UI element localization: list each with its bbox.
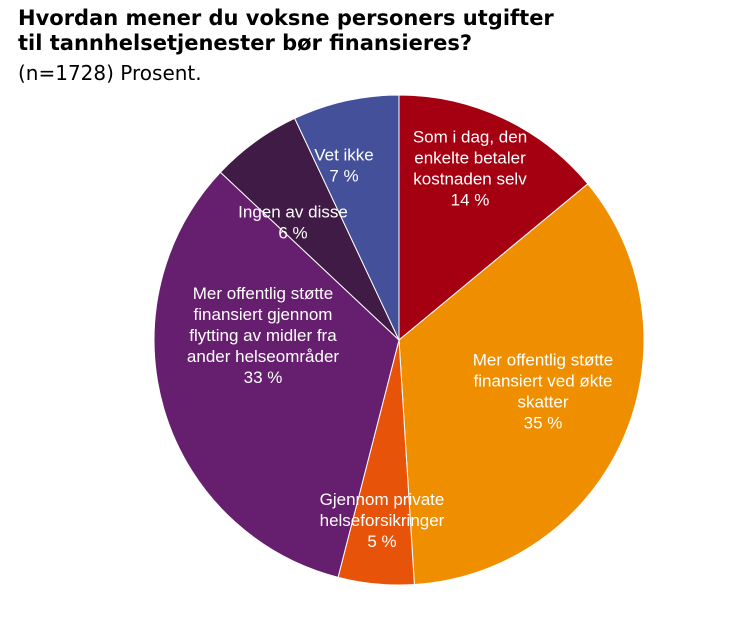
- pie-slice-label-6: Vet ikke 7 %: [314, 146, 374, 186]
- pie-slice-label-2: Mer offentlig støtte finansiert ved økte s…: [473, 351, 613, 433]
- pie-slice-category-label: kostnaden selv: [413, 170, 527, 189]
- pie-slice-category-label: finansiert ved økte: [474, 372, 613, 391]
- pie-slice-category-label: enkelte betaler: [414, 149, 526, 168]
- pie-slice-label-4: Mer offentlig støtte finansiert gjennom fl…: [187, 284, 339, 387]
- pie-slice-1: [398, 94, 589, 342]
- pie-slice-category-label: Som i dag, den: [413, 128, 527, 147]
- pie-slice-category-label: Vet ikke: [314, 146, 374, 165]
- pie-slice-category-label: Mer offentlig støtte: [473, 351, 613, 370]
- pie-slice-category-label: Mer offentlig støtte: [193, 284, 333, 303]
- pie-slice-category-label: Gjennom private: [320, 490, 445, 509]
- pie-slice-label-3: Gjennom private helseforsikringer 5 %: [320, 490, 445, 551]
- pie-slice-label-1: Som i dag, den enkelte betaler kostnaden s…: [413, 128, 527, 210]
- pie-slice-2: [398, 183, 645, 586]
- pie-slice-value-label: 14 %: [451, 191, 490, 210]
- pie-slice-value-label: 6 %: [278, 224, 307, 243]
- pie-slice-label-5: Ingen av disse 6 %: [238, 203, 348, 243]
- pie-slice-4: [153, 171, 400, 578]
- pie-slice-category-label: skatter: [517, 393, 568, 412]
- pie-slice-value-label: 5 %: [367, 532, 396, 551]
- pie-slice-category-label: Ingen av disse: [238, 203, 348, 222]
- pie-slice-category-label: finansiert gjennom: [194, 305, 333, 324]
- pie-slice-category-label: ander helseområder: [187, 347, 339, 366]
- chart-subtitle: (n=1728) Prosent.: [18, 61, 202, 85]
- chart-title: Hvordan mener du voksne personers utgift…: [18, 6, 554, 56]
- pie-slice-6: [294, 94, 400, 341]
- pie-slice-value-label: 35 %: [524, 414, 563, 433]
- pie-slice-value-label: 33 %: [244, 368, 283, 387]
- title-line-2: til tannhelsetjenester bør finansieres?: [18, 31, 473, 55]
- pie-slice-category-label: flytting av midler fra: [189, 326, 337, 345]
- title-line-1: Hvordan mener du voksne personers utgift…: [18, 6, 554, 30]
- pie-slice-value-label: 7 %: [329, 167, 358, 186]
- pie-slice-category-label: helseforsikringer: [320, 511, 445, 530]
